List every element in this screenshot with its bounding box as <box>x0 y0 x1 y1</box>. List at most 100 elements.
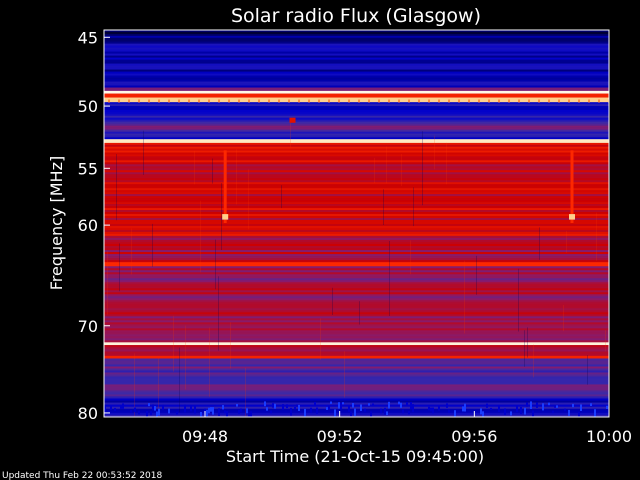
frequency-band-row <box>104 49 609 52</box>
interference-dot <box>338 99 340 103</box>
frequency-band-row <box>104 111 609 115</box>
frequency-band-row <box>104 248 609 251</box>
frequency-band-row <box>104 310 609 313</box>
speckle <box>428 406 430 411</box>
frequency-band-row <box>104 123 609 126</box>
frequency-band-row <box>104 107 609 111</box>
frequency-band-row <box>104 229 609 233</box>
speckle <box>400 402 402 408</box>
frequency-band-row <box>104 117 609 120</box>
speckle <box>580 404 582 411</box>
texture-line <box>179 347 180 413</box>
speckle <box>380 408 382 414</box>
interference-dot <box>548 99 550 103</box>
interference-dot <box>108 99 110 103</box>
frequency-band-row <box>104 296 609 299</box>
frequency-band-row <box>104 182 609 185</box>
speckle <box>138 410 140 415</box>
speckle <box>350 411 352 417</box>
frequency-band-row <box>104 358 609 361</box>
frequency-band-row <box>104 200 609 203</box>
burst-feature <box>289 117 296 123</box>
texture-line <box>200 200 201 273</box>
interference-dot <box>578 99 580 103</box>
frequency-band-row <box>104 239 609 243</box>
speckle <box>446 403 448 408</box>
frequency-band-row <box>104 360 609 363</box>
interference-dot <box>268 99 270 103</box>
frequency-band-row <box>104 328 609 331</box>
speckle <box>328 406 330 410</box>
texture-line <box>107 251 108 315</box>
frequency-band-row <box>104 190 609 193</box>
speckle <box>482 411 484 417</box>
texture-line <box>152 223 153 267</box>
interference-dot <box>128 99 130 103</box>
texture-line <box>134 353 135 417</box>
frequency-band-row <box>104 53 609 56</box>
interference-dot <box>568 99 570 103</box>
frequency-band-row <box>104 39 609 42</box>
frequency-band-row <box>104 292 609 295</box>
frequency-band-row <box>104 380 609 383</box>
frequency-band-row <box>104 214 609 217</box>
frequency-band-row <box>104 351 609 354</box>
speckle <box>120 404 122 409</box>
speckle <box>406 402 408 406</box>
frequency-band-row <box>104 87 609 90</box>
frequency-band-row <box>104 237 609 241</box>
frequency-band-row <box>104 218 609 221</box>
speckle <box>554 405 556 408</box>
interference-dot <box>378 99 380 103</box>
speckle <box>590 403 592 406</box>
frequency-band-row <box>104 113 609 117</box>
frequency-band-row <box>104 158 609 161</box>
y-tick-label: 45 <box>78 28 98 47</box>
frequency-band-row <box>104 320 609 323</box>
speckle <box>238 409 240 414</box>
frequency-band-row <box>104 278 609 281</box>
speckle <box>200 412 202 417</box>
speckle <box>266 407 268 411</box>
texture-line <box>230 322 231 369</box>
frequency-band-row <box>104 414 609 417</box>
frequency-band-row <box>104 390 609 393</box>
speckle <box>340 402 342 410</box>
speckle <box>410 401 412 410</box>
speckle <box>270 410 272 414</box>
frequency-band-row <box>104 260 609 263</box>
interference-dot <box>518 99 520 103</box>
speckle <box>454 410 456 417</box>
interference-dot <box>178 99 180 103</box>
frequency-band-row <box>104 398 609 401</box>
speckle <box>154 406 156 411</box>
interference-dot <box>428 99 430 103</box>
interference-dot <box>228 99 230 103</box>
speckle <box>158 408 160 416</box>
speckle <box>162 404 164 410</box>
frequency-band-row <box>104 63 609 66</box>
frequency-band-row <box>104 33 609 37</box>
texture-line <box>209 327 210 397</box>
frequency-band-row <box>104 332 609 335</box>
speckle <box>532 410 534 417</box>
speckle <box>282 404 284 410</box>
frequency-band-row <box>104 210 609 213</box>
speckle <box>348 406 350 412</box>
interference-dot <box>558 99 560 103</box>
frequency-band-row <box>104 164 609 167</box>
frequency-band-row <box>104 127 609 130</box>
frequency-band-row <box>104 168 609 171</box>
speckle <box>402 409 404 414</box>
frequency-band-row <box>104 410 609 414</box>
frequency-band-row <box>104 274 609 277</box>
interference-dots <box>108 99 609 103</box>
texture-line <box>446 142 447 185</box>
texture-line <box>527 327 528 358</box>
texture-line <box>539 227 540 260</box>
texture-line <box>173 315 174 372</box>
frequency-band-row <box>104 133 609 136</box>
speckle <box>438 406 440 411</box>
texture-line <box>563 305 564 332</box>
frequency-band-row <box>104 272 609 275</box>
